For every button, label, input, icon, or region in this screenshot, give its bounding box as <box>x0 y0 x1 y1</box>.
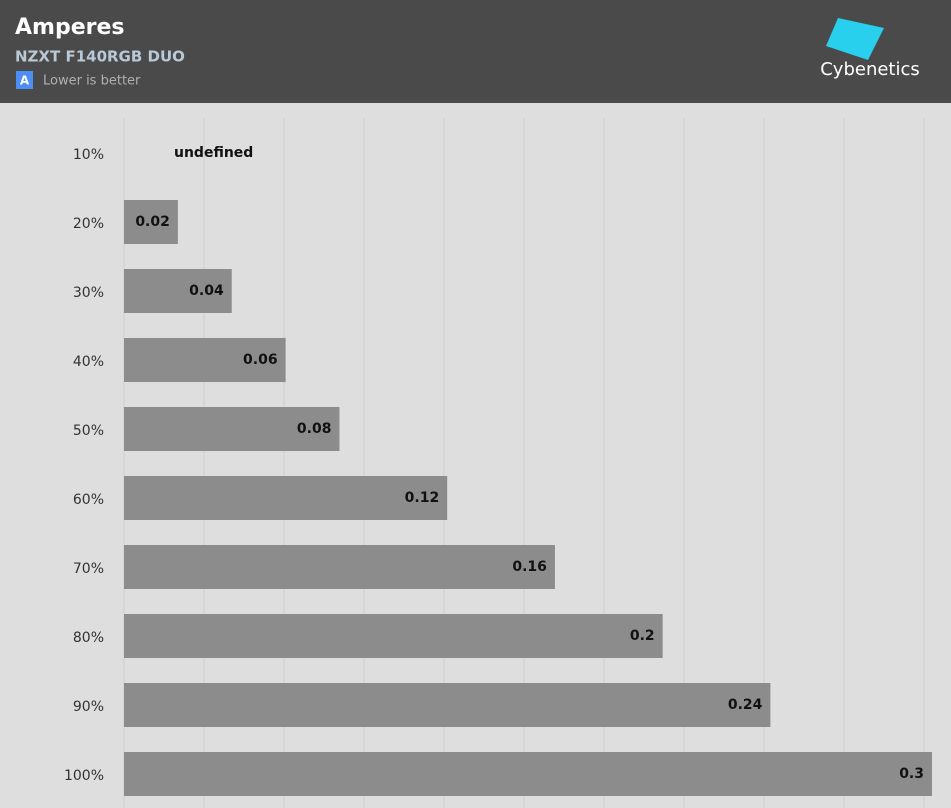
brand: Cybenetics <box>820 59 920 80</box>
data-label: 0.06 <box>243 352 278 368</box>
legend-badge: A <box>20 74 30 88</box>
y-tick-label: 60% <box>73 492 104 508</box>
data-label: 0.02 <box>135 214 170 230</box>
data-label: 0.08 <box>297 421 332 437</box>
y-tick-label: 30% <box>73 285 104 301</box>
bar <box>124 545 555 589</box>
data-label: 0.2 <box>630 628 655 644</box>
y-tick-label: 70% <box>73 561 104 577</box>
bar <box>124 752 932 796</box>
y-tick-label: 100% <box>64 768 104 784</box>
data-label: 0.16 <box>512 559 547 575</box>
bar <box>124 338 286 382</box>
y-tick-label: 20% <box>73 216 104 232</box>
y-tick-label: 50% <box>73 423 104 439</box>
y-tick-label: 80% <box>73 630 104 646</box>
legend-badge-box <box>16 71 33 89</box>
y-tick-label: 90% <box>73 699 104 715</box>
bar <box>124 269 232 313</box>
bar <box>124 476 448 520</box>
bar <box>124 200 178 244</box>
header <box>0 0 951 103</box>
logo-shape <box>826 18 884 60</box>
data-label: 0.12 <box>405 490 440 506</box>
chart-title: Amperes <box>15 15 124 40</box>
subtitle: NZXT F140RGB DUO <box>15 48 185 66</box>
data-label: 0.04 <box>189 283 224 299</box>
bar <box>124 683 771 727</box>
data-label: 0.24 <box>728 697 763 713</box>
legend-text: Lower is better <box>43 74 141 89</box>
bar <box>124 407 340 451</box>
bar <box>124 614 663 658</box>
data-label: undefined <box>174 145 253 161</box>
y-tick-label: 10% <box>73 147 104 163</box>
data-label: 0.3 <box>899 766 924 782</box>
y-tick-label: 40% <box>73 354 104 370</box>
